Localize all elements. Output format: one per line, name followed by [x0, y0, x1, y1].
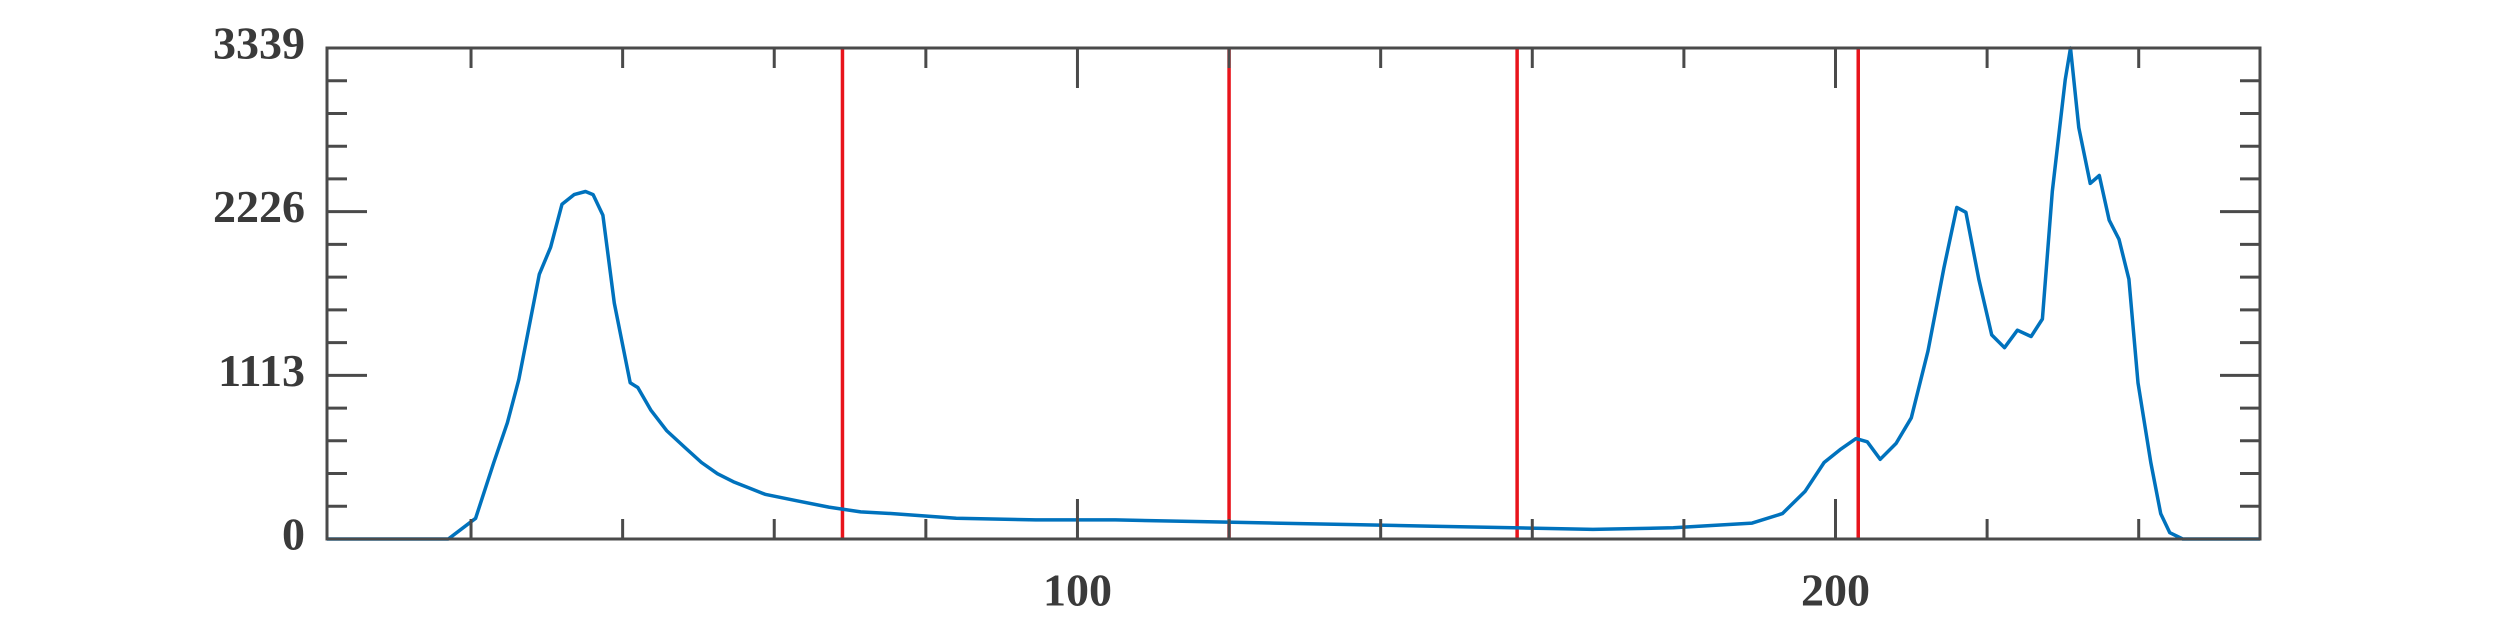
- data-line: [327, 46, 2260, 541]
- plot-frame: [325, 46, 2262, 541]
- y-tick-label: 3339: [213, 18, 305, 69]
- x-tick-label: 200: [1801, 565, 1870, 616]
- y-tick-label: 1113: [218, 345, 305, 396]
- x-tick-label: 100: [1043, 565, 1112, 616]
- y-tick-label: 2226: [213, 181, 305, 232]
- y-tick-label: 0: [282, 509, 305, 560]
